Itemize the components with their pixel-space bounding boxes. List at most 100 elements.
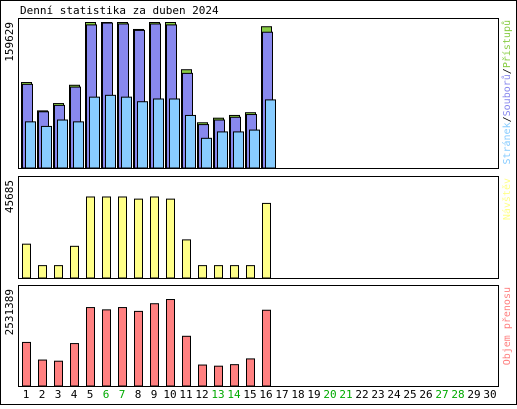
legend-entry: Objem přenosu <box>501 287 513 365</box>
x-tick-label: 20 <box>323 388 336 401</box>
bar <box>102 309 111 387</box>
bar <box>246 358 255 387</box>
bar <box>86 196 95 279</box>
x-tick-label: 26 <box>419 388 432 401</box>
legend: Stránek/Souborů/Přístupů <box>501 20 513 165</box>
x-tick-label: 5 <box>87 388 94 401</box>
bar <box>214 265 223 279</box>
x-tick-label: 3 <box>55 388 62 401</box>
legend-entry: Souborů <box>501 74 513 116</box>
x-tick-label: 27 <box>435 388 448 401</box>
bar <box>246 265 255 279</box>
bar <box>70 245 79 279</box>
bar <box>262 309 271 387</box>
legend: Objem přenosu <box>501 287 513 365</box>
bar <box>166 299 175 387</box>
bar <box>22 341 31 387</box>
x-tick-label: 8 <box>135 388 142 401</box>
legend-entry: Přístupů <box>501 20 513 68</box>
bar <box>105 94 116 169</box>
bar <box>198 265 207 279</box>
bar <box>118 196 127 279</box>
x-tick-label: 9 <box>151 388 158 401</box>
bar <box>150 303 159 387</box>
bar <box>38 359 47 387</box>
bar <box>118 307 127 387</box>
visits-panel: 45685 Návštěv <box>3 176 513 279</box>
bar <box>121 96 132 169</box>
bar <box>169 98 180 169</box>
bar <box>198 364 207 387</box>
bar <box>102 196 111 279</box>
x-tick-label: 29 <box>467 388 480 401</box>
bar <box>70 343 79 387</box>
bar <box>89 96 100 169</box>
traffic-panel: 2531389 Objem přenosu <box>3 285 513 387</box>
bar <box>230 364 239 387</box>
bar <box>150 196 159 279</box>
bar <box>214 365 223 387</box>
x-tick-label: 6 <box>103 388 110 401</box>
bar <box>22 243 31 279</box>
y-max-label: 2531389 <box>3 289 16 335</box>
x-tick-label: 30 <box>483 388 496 401</box>
legend: Návštěv <box>501 178 513 220</box>
x-tick-label: 4 <box>71 388 78 401</box>
x-tick-label: 19 <box>307 388 320 401</box>
bar <box>265 99 276 169</box>
x-tick-label: 22 <box>355 388 368 401</box>
legend-separator: / <box>502 116 513 122</box>
bar <box>217 131 228 169</box>
legend-separator: / <box>502 68 513 74</box>
x-tick-label: 18 <box>291 388 304 401</box>
x-tick-label: 12 <box>195 388 208 401</box>
bar <box>57 119 68 169</box>
bar <box>134 198 143 279</box>
bar <box>41 125 52 169</box>
bar <box>137 101 148 169</box>
x-tick-label: 10 <box>163 388 176 401</box>
bar <box>73 121 84 169</box>
bar <box>182 239 191 279</box>
bar <box>201 137 212 169</box>
bar <box>54 265 63 279</box>
bar <box>134 310 143 387</box>
bar <box>54 360 63 387</box>
y-max-label: 159629 <box>3 22 16 62</box>
x-tick-label: 14 <box>227 388 241 401</box>
bar <box>38 265 47 279</box>
x-tick-label: 13 <box>211 388 224 401</box>
x-tick-label: 23 <box>371 388 384 401</box>
bar <box>166 198 175 279</box>
bar <box>233 131 244 169</box>
x-tick-label: 16 <box>259 388 272 401</box>
bar <box>182 335 191 387</box>
legend-entry: Stránek <box>501 122 513 164</box>
panel-frame <box>18 285 499 387</box>
bar <box>185 114 196 169</box>
x-tick-label: 17 <box>275 388 288 401</box>
bar <box>262 202 271 279</box>
x-tick-label: 24 <box>387 388 401 401</box>
x-tick-label: 28 <box>451 388 464 401</box>
chart-title: Denní statistika za duben 2024 <box>20 4 219 17</box>
panel-frame <box>18 176 499 279</box>
bar <box>249 129 260 169</box>
x-tick-label: 11 <box>179 388 192 401</box>
x-axis-day-labels: 1 2 3 4 5 6 7 8 9 10 11 12 13 14 15 16 17 18 19 20 21 22 23 24 2… <box>23 388 497 401</box>
x-tick-label: 1 <box>23 388 30 401</box>
x-tick-label: 25 <box>403 388 416 401</box>
x-tick-label: 7 <box>119 388 126 401</box>
y-max-label: 45685 <box>3 180 16 213</box>
x-tick-label: 2 <box>39 388 46 401</box>
x-tick-label: 21 <box>339 388 352 401</box>
bar <box>153 98 164 169</box>
x-tick-label: 15 <box>243 388 256 401</box>
legend-entry: Návštěv <box>501 178 513 220</box>
bar <box>86 307 95 387</box>
bar <box>25 121 36 169</box>
